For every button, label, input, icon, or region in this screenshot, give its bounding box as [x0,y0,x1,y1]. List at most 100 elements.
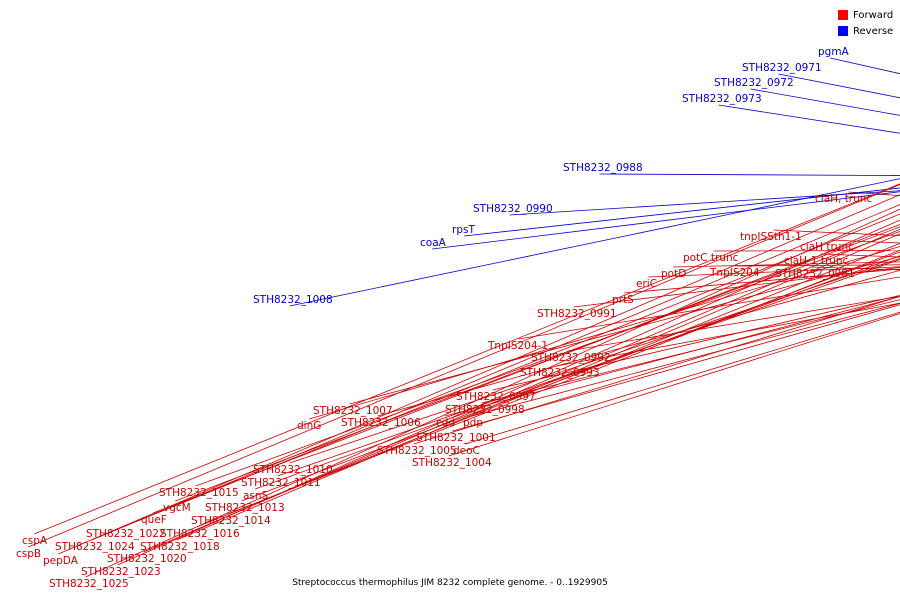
leader-line [518,276,900,340]
leader-line [34,183,900,535]
gene-label-sth8232-0992[interactable]: STH8232_0992 [531,352,611,364]
gene-label-sth8232-1004[interactable]: STH8232_1004 [412,457,492,469]
leader-line [465,311,900,445]
gene-label-prts[interactable]: prtS [612,294,634,306]
gene-label-sth8232-1005[interactable]: STH8232_1005 [377,445,457,457]
gene-label-eric[interactable]: eriC [636,278,657,290]
legend-forward-label: Forward [853,9,894,21]
gene-label-sth8232-0991[interactable]: STH8232_0991 [537,308,617,320]
leader-line [432,191,900,250]
leader-line [349,256,900,405]
gene-label-sth8232-0972[interactable]: STH8232_0972 [714,77,794,89]
leader-line [277,259,900,477]
leader-line [448,313,900,457]
legend-reverse-label: Reverse [853,25,894,37]
gene-label-ciah-1-trunc[interactable]: ciaH-1 trunc [784,255,849,267]
leader-line [481,299,900,404]
gene-label-sth8232-1010[interactable]: STH8232_1010 [253,464,333,476]
gene-label-cspb[interactable]: cspB [16,548,41,560]
legend-reverse: Reverse [838,24,893,38]
leader-line [143,228,900,553]
gene-label-sth8232-0981[interactable]: STH8232_0981 [775,268,855,280]
gene-label-sth8232-0990[interactable]: STH8232_0990 [473,203,553,215]
gene-label-asns[interactable]: asnS [243,490,269,502]
leader-line [117,219,900,566]
leader-line [255,255,900,490]
gene-label-tnpissth1-1[interactable]: tnpISSth1-1 [740,231,802,243]
gene-label-pgma[interactable]: pgmA [818,46,850,58]
gene-label-sth8232-1014[interactable]: STH8232_1014 [191,515,271,527]
leader-line [556,302,900,367]
gene-label-sth8232-1006[interactable]: STH8232_1006 [341,417,421,429]
gene-label-tnpis204-1[interactable]: TnpIS204-1 [487,340,548,352]
leader-line [91,204,900,541]
leader-line [471,303,900,417]
leader-line [227,249,900,515]
leader-line [153,224,900,514]
gene-label-tnpis204[interactable]: TnpIS204 [709,267,760,279]
gene-label-quef[interactable]: queF [141,514,167,526]
leader-line [452,304,900,432]
gene-label-ding[interactable]: dinG [297,420,321,432]
gene-label-sth8232-1016[interactable]: STH8232_1016 [160,528,240,540]
leader-line [309,246,900,420]
gene-label-sth8232-1015[interactable]: STH8232_1015 [159,487,239,499]
gene-label-ciah-trunc[interactable]: ciaH trunc [800,241,854,253]
legend-forward: Forward [838,8,893,22]
gene-label-sth8232-0971[interactable]: STH8232_0971 [742,62,822,74]
gene-label-sth8232-1025[interactable]: STH8232_1025 [49,578,129,590]
gene-label-sth8232-0988[interactable]: STH8232_0988 [563,162,643,174]
gene-label-sth8232-1024[interactable]: STH8232_1024 [55,541,135,553]
gene-label-sth8232-1020[interactable]: STH8232_1020 [107,553,187,565]
leader-line [176,233,900,541]
gene-label-sth8232-1023[interactable]: STH8232_1023 [81,566,161,578]
leader-line [122,213,900,528]
gene-label-sth8232-1013[interactable]: STH8232_1013 [205,502,285,514]
map-caption: Streptococcus thermophilus JIM 8232 comp… [292,578,608,588]
gene-label-sth8232-1011[interactable]: STH8232_1011 [241,477,321,489]
leader-line [413,295,900,445]
gene-label-sth8232-0998[interactable]: STH8232_0998 [445,404,525,416]
leader-line [750,88,900,116]
gene-label-sth8232-1001[interactable]: STH8232_1001 [416,432,496,444]
gene-label-cdd[interactable]: cdd [436,417,455,429]
leader-line [509,190,900,216]
leader-line [444,296,900,417]
gene-label-sth8232-0973[interactable]: STH8232_0973 [682,93,762,105]
leader-line [492,294,900,391]
leader-line [196,242,900,528]
leader-line [58,194,900,555]
leader-line [85,208,900,578]
leader-line [175,226,900,502]
leader-line [464,187,900,237]
leader-line [599,173,900,176]
legend: Forward Reverse [838,8,893,40]
leader-line [624,268,900,294]
gene-label-sth8232-1007[interactable]: STH8232_1007 [313,405,393,417]
gene-label-deoc[interactable]: deoC [453,445,480,457]
gene-label-pepda[interactable]: pepDA [43,555,79,567]
gene-label-ciah-trunc[interactable]: ciaH, trunc [815,193,872,205]
leader-line [573,266,900,308]
gene-label-potc-trunc[interactable]: potC trunc [683,252,739,264]
label-leaders [28,57,900,578]
gene-label-potd[interactable]: potD [661,268,686,280]
gene-label-sth8232-1022[interactable]: STH8232_1022 [86,528,166,540]
legend-forward-swatch [838,10,848,20]
leader-line [289,178,900,307]
gene-label-pdp[interactable]: pdp [463,417,483,429]
gene-label-coaa[interactable]: coaA [420,237,447,249]
leader-line [28,184,900,548]
leader-line [567,295,900,352]
gene-label-sth8232-0993[interactable]: STH8232_0993 [520,367,600,379]
gene-label-sth8232-0997[interactable]: STH8232_0997 [456,391,536,403]
gene-label-cspa[interactable]: cspA [22,535,48,547]
gene-label-vgcm[interactable]: vgcM [163,502,191,514]
gene-labels[interactable]: pgmA STH8232_0971 STH8232_0972 STH8232_0973… [16,46,872,590]
gene-label-sth8232-1008[interactable]: STH8232_1008 [253,294,333,306]
gene-label-rpst[interactable]: rpsT [452,224,475,236]
leader-line [718,104,900,134]
gene-label-sth8232-1018[interactable]: STH8232_1018 [140,541,220,553]
leader-line [241,251,900,502]
